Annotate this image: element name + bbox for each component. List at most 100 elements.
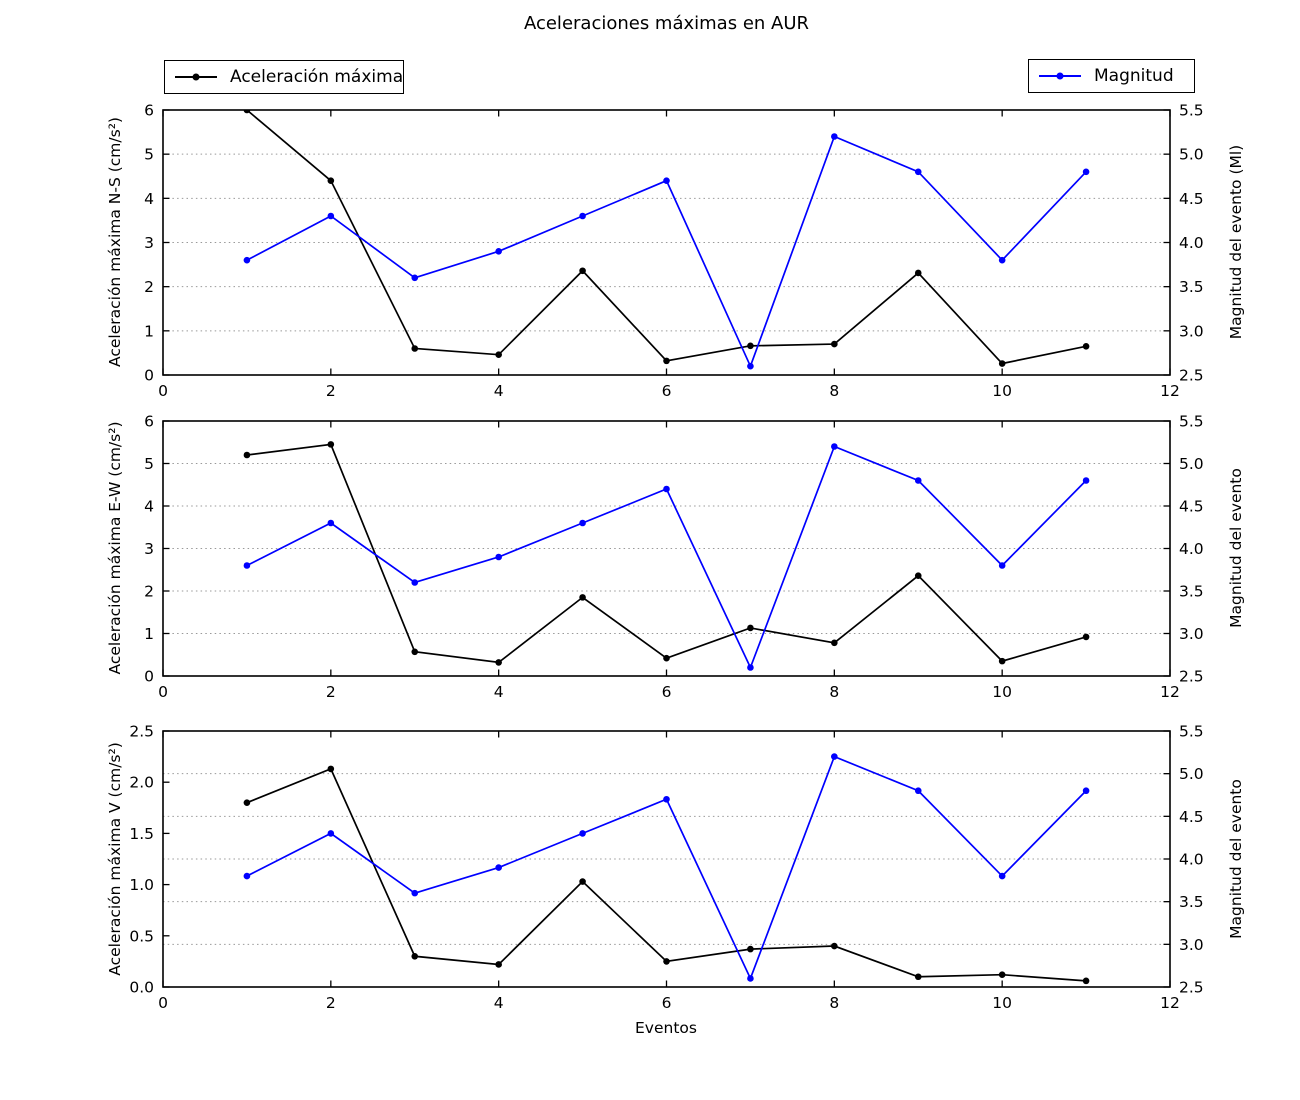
xlabel-eventos: Eventos: [635, 1019, 697, 1037]
data-point: [243, 799, 251, 806]
x-tick-label: 2: [326, 382, 336, 400]
data-point: [579, 594, 586, 601]
data-point: [243, 872, 251, 880]
y-tick-label-left: 0: [144, 668, 154, 686]
data-point: [998, 657, 1006, 665]
x-tick-label: 12: [1160, 382, 1180, 400]
x-tick-label: 4: [494, 994, 504, 1012]
data-point: [663, 177, 670, 184]
series-line: [246, 445, 1087, 670]
y-tick-label-left: 4: [144, 498, 154, 516]
y-tick-label-right: 2.5: [1179, 668, 1204, 686]
x-tick-label: 8: [829, 683, 839, 701]
data-point: [998, 256, 1006, 264]
data-point: [747, 624, 754, 632]
y-tick-label-left: 0: [144, 367, 154, 385]
y-tick-label-right: 5.0: [1179, 455, 1204, 473]
series-group-aceleracion: [243, 110, 1090, 367]
data-point: [747, 664, 754, 671]
data-point: [1082, 342, 1090, 350]
data-point: [998, 360, 1006, 367]
y-tick-label-left: 4: [144, 190, 154, 208]
y-tick-label-right: 5.0: [1179, 765, 1204, 783]
y-tick-label-left: 3: [144, 234, 154, 252]
data-point: [243, 110, 251, 114]
data-point: [998, 562, 1006, 569]
data-point: [831, 753, 838, 760]
series-line: [246, 755, 1087, 981]
data-point: [495, 864, 502, 871]
y-tick-label-right: 5.5: [1179, 723, 1204, 741]
data-point: [411, 952, 419, 960]
x-tick-label: 8: [829, 994, 839, 1012]
data-point: [411, 648, 419, 656]
y-tick-label-left: 1.5: [129, 825, 154, 843]
data-point: [495, 659, 502, 666]
legend-label: Magnitud: [1094, 66, 1174, 86]
ylabel-right-ns: Magnitud del evento (Ml): [1227, 144, 1245, 340]
data-point: [327, 177, 335, 184]
data-point: [579, 519, 586, 527]
x-tick-label: 10: [992, 382, 1012, 400]
ylabel-left-ns: Aceleración máxima N-S (cm/s²): [106, 117, 124, 367]
x-tick-label: 8: [829, 382, 839, 400]
x-tick-label: 10: [992, 683, 1012, 701]
data-point: [663, 654, 670, 662]
data-point: [914, 787, 922, 795]
data-point: [831, 639, 838, 647]
data-point: [663, 795, 670, 803]
y-tick-label-right: 4.0: [1179, 851, 1204, 869]
x-tick-label: 2: [326, 994, 336, 1012]
series-group-aceleracion: [243, 765, 1090, 985]
data-point: [831, 942, 838, 950]
y-tick-label-right: 4.5: [1179, 808, 1204, 826]
data-point: [495, 553, 502, 561]
series-line: [246, 110, 1087, 365]
data-point: [579, 830, 586, 837]
data-point: [914, 269, 922, 277]
y-tick-label-left: 2.0: [129, 774, 154, 792]
x-tick-label: 0: [158, 683, 168, 701]
series-group-magnitud: [243, 133, 1090, 370]
legend-magnitud: Magnitud: [1028, 59, 1195, 93]
legend-label: Aceleración máxima: [230, 67, 404, 87]
y-tick-label-right: 3.0: [1179, 625, 1204, 643]
y-tick-label-left: 0.0: [129, 979, 154, 997]
data-point: [411, 579, 419, 586]
data-point: [747, 342, 754, 350]
data-point: [1082, 477, 1090, 484]
x-tick-label: 4: [494, 382, 504, 400]
series-line: [246, 135, 1087, 369]
ylabel-left-v: Aceleración máxima V (cm/s²): [106, 742, 124, 976]
data-point: [243, 562, 251, 569]
y-tick-label-left: 1: [144, 625, 154, 643]
data-point: [327, 830, 335, 837]
legend-marker-dot-icon: [192, 73, 200, 81]
data-point: [495, 351, 502, 358]
y-tick-label-left: 1: [144, 322, 154, 340]
y-tick-label-left: 6: [144, 413, 154, 431]
data-point: [831, 443, 838, 450]
data-point: [998, 971, 1006, 979]
y-tick-label-left: 2.5: [129, 723, 154, 741]
data-point: [914, 572, 922, 579]
x-tick-label: 6: [662, 994, 672, 1012]
data-point: [243, 256, 251, 264]
data-point: [411, 274, 419, 282]
data-point: [914, 477, 922, 484]
y-tick-label-right: 4.0: [1179, 540, 1204, 558]
data-point: [663, 958, 670, 965]
x-tick-label: 4: [494, 683, 504, 701]
data-point: [327, 212, 335, 220]
y-tick-label-left: 1.0: [129, 876, 154, 894]
y-tick-label-right: 3.5: [1179, 278, 1204, 296]
data-point: [411, 345, 419, 352]
x-tick-label: 10: [992, 994, 1012, 1012]
ylabel-right-v: Magnitud del evento: [1227, 779, 1245, 939]
y-tick-label-right: 5.0: [1179, 146, 1204, 164]
y-tick-label-right: 2.5: [1179, 979, 1204, 997]
data-point: [831, 133, 838, 140]
y-tick-label-right: 4.0: [1179, 234, 1204, 252]
data-point: [327, 519, 335, 527]
